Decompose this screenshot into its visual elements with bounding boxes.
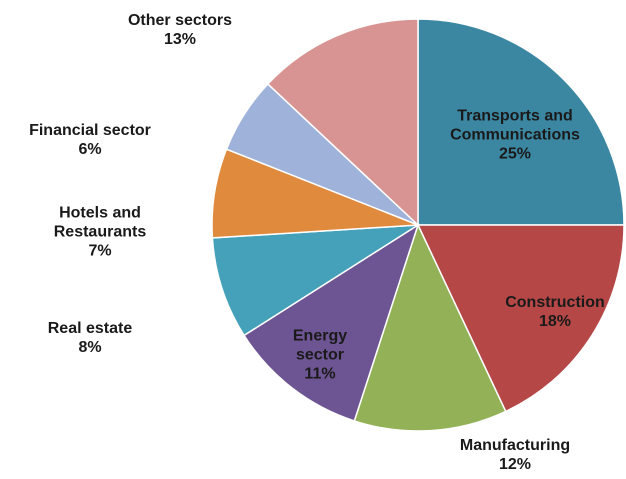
category-label: Construction <box>505 294 605 311</box>
data-label: Manufacturing 12% <box>435 436 595 474</box>
data-label: Other sectors 13% <box>100 11 260 49</box>
value-label: 13% <box>163 31 197 48</box>
value-label: 11% <box>304 365 336 383</box>
data-label: Energy sector 11% <box>285 327 355 384</box>
data-label: Hotels and Restaurants 7% <box>35 204 165 261</box>
category-label: Transports and Communications <box>450 107 580 144</box>
pie-slice <box>353 222 507 432</box>
value-label: 7% <box>88 242 112 260</box>
value-label: 12% <box>498 456 532 473</box>
pie-slice <box>211 224 419 337</box>
value-label: 18% <box>538 313 572 330</box>
category-label: Other sectors <box>127 12 233 29</box>
pie-slice <box>243 223 420 422</box>
pie-slice <box>266 18 419 227</box>
value-label: 6% <box>78 141 102 158</box>
data-label: Financial sector 6% <box>5 121 175 159</box>
category-label: Energy sector <box>292 327 348 364</box>
category-label: Hotels and Restaurants <box>53 204 147 241</box>
category-label: Manufacturing <box>459 437 571 454</box>
value-label: 8% <box>78 339 102 356</box>
category-label: Real estate <box>47 320 133 337</box>
pie-slice <box>416 224 625 413</box>
category-label: Financial sector <box>29 122 151 139</box>
pie-slice <box>417 18 625 226</box>
data-label: Transports and Communications 25% <box>430 107 600 164</box>
data-label: Real estate 8% <box>20 319 160 357</box>
data-label: Construction 18% <box>490 293 620 331</box>
value-label: 25% <box>498 145 532 163</box>
